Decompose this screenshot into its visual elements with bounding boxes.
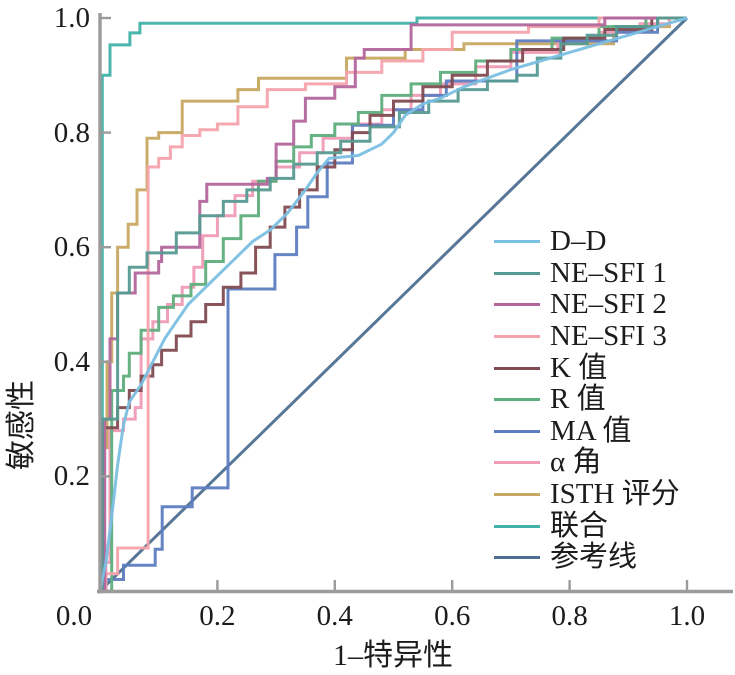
y-tick-label: 1.0	[53, 2, 90, 34]
legend-line-swatch	[494, 303, 540, 307]
roc-curves	[98, 16, 689, 593]
roc-curve-ISTH-评分	[100, 16, 687, 593]
legend-item: MA 值	[494, 416, 680, 448]
y-tick-label: 0.4	[53, 345, 90, 378]
legend-line-swatch	[494, 461, 540, 465]
x-axis-title: 1–特异性	[333, 639, 453, 672]
legend-item: NE–SFI 3	[494, 321, 680, 353]
legend-line-swatch	[494, 524, 540, 528]
legend-line-swatch	[494, 556, 540, 560]
legend-item: 联合	[494, 510, 680, 542]
legend-label: NE–SFI 2	[550, 288, 667, 321]
legend-line-swatch	[494, 271, 540, 275]
y-tick-label: 0.6	[53, 231, 90, 264]
x-tick-label: 0.0	[55, 600, 93, 632]
legend-item: ISTH 评分	[494, 479, 680, 511]
y-tick-label: 0.8	[53, 116, 90, 149]
legend-label: K 值	[550, 351, 608, 384]
legend-line-swatch	[494, 366, 540, 370]
legend-label: 参考线	[550, 541, 638, 574]
legend-item: 参考线	[494, 542, 680, 574]
legend-line-swatch	[494, 429, 540, 433]
legend-item: α 角	[494, 447, 680, 479]
legend-label: 联合	[550, 509, 609, 542]
x-tick-label: 0.4	[316, 600, 353, 632]
x-tick-label: 0.6	[434, 600, 471, 632]
roc-curve-联合	[100, 16, 687, 593]
roc-curve-NE–SFI-3	[100, 16, 687, 593]
x-tick-label: 1.0	[668, 600, 706, 632]
x-tick-label: 0.2	[199, 600, 236, 632]
axes	[97, 13, 733, 594]
y-tick-label: 0.2	[53, 460, 90, 493]
roc-curve-参考线	[98, 16, 689, 593]
legend-item: K 值	[494, 352, 680, 384]
legend-item: R 值	[494, 384, 680, 416]
legend-item: NE–SFI 1	[494, 258, 680, 290]
legend-item: D–D	[494, 226, 680, 258]
legend-label: α 角	[550, 446, 602, 479]
legend-line-swatch	[494, 398, 540, 402]
legend-label: NE–SFI 3	[550, 320, 667, 353]
x-tick-label: 0.8	[551, 600, 588, 632]
legend-line-swatch	[494, 335, 540, 339]
legend-line-swatch	[494, 493, 540, 497]
legend-label: NE–SFI 1	[550, 256, 667, 289]
legend-line-swatch	[494, 240, 540, 244]
roc-curve-D–D	[98, 16, 688, 592]
legend-label: D–D	[550, 225, 607, 258]
y-axis-title: 敏感性	[5, 380, 38, 470]
legend-label: MA 值	[550, 414, 632, 447]
legend-label: ISTH 评分	[550, 478, 680, 511]
legend-label: R 值	[550, 383, 606, 416]
legend-item: NE–SFI 2	[494, 289, 680, 321]
